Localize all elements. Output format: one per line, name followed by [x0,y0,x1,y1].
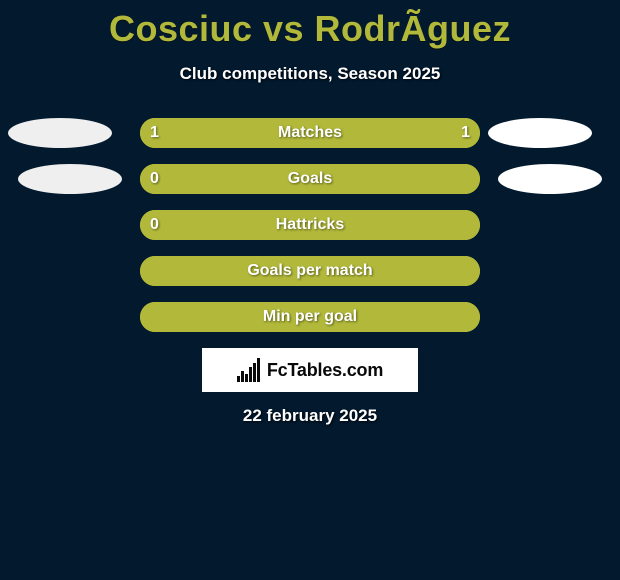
stat-bar: Min per goal [140,302,480,332]
brand-bar-icon [245,374,248,382]
right-ellipse-icon [498,164,602,194]
brand-bar-icon [253,363,256,382]
comparison-rows: 11Matches0Goals0HattricksGoals per match… [0,118,620,332]
date-text: 22 february 2025 [0,406,620,426]
stat-row: 0Hattricks [0,210,620,240]
brand-bar-icon [249,367,252,382]
brand-bar-icon [241,371,244,382]
stat-row: Goals per match [0,256,620,286]
stat-bar: 0Hattricks [140,210,480,240]
stat-left-value: 0 [150,210,159,240]
page-title: Cosciuc vs RodrÃ­guez [0,0,620,50]
subtitle: Club competitions, Season 2025 [0,64,620,84]
stat-bar-track [140,256,480,286]
stat-left-value: 0 [150,164,159,194]
stat-row: 0Goals [0,164,620,194]
left-ellipse-icon [18,164,122,194]
brand-bars-icon [237,358,263,382]
stat-bar-track [140,118,480,148]
stat-row: 11Matches [0,118,620,148]
stat-bar-track [140,210,480,240]
left-ellipse-icon [8,118,112,148]
stat-bar-track [140,164,480,194]
brand-bar-icon [257,358,260,382]
stat-row: Min per goal [0,302,620,332]
right-ellipse-icon [488,118,592,148]
brand-box: FcTables.com [202,348,418,392]
brand-bar-icon [237,376,240,382]
stat-left-value: 1 [150,118,159,148]
stat-bar: 11Matches [140,118,480,148]
brand-text: FcTables.com [267,360,383,381]
stat-bar: 0Goals [140,164,480,194]
stat-right-value: 1 [461,118,470,148]
stat-bar: Goals per match [140,256,480,286]
stat-bar-track [140,302,480,332]
